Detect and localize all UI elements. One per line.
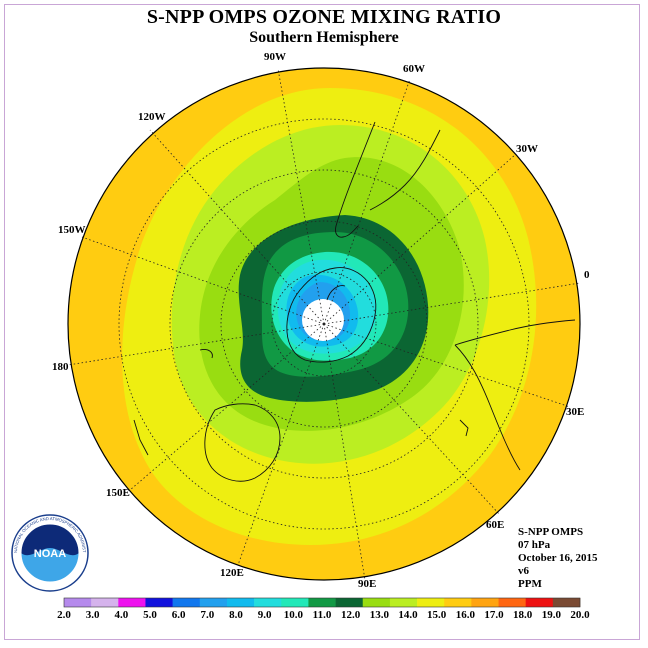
lon-label-30e: 30E	[566, 406, 584, 418]
ozone-field	[68, 68, 580, 580]
lon-label-90w: 90W	[264, 51, 286, 63]
colorbar-tick-label: 5.0	[143, 609, 157, 621]
info-level: 07 hPa	[518, 539, 551, 551]
lon-label-150e: 150E	[106, 487, 130, 499]
colorbar-swatch	[226, 598, 255, 607]
graticule	[67, 68, 581, 581]
info-units: PPM	[518, 578, 542, 590]
lon-label-60w: 60W	[403, 63, 425, 75]
lon-label-0: 0	[584, 269, 590, 281]
lon-label-60e: 60E	[486, 519, 504, 531]
colorbar-swatch	[308, 598, 336, 607]
colorbar: 2.0 3.0 4.0 5.0 6.0 7.0 8.0 9.0 10.0 11.0 12.0 13.0…	[57, 597, 590, 621]
colorbar-tick-label: 11.0	[313, 609, 332, 621]
colorbar-swatch	[281, 598, 309, 607]
colorbar-tick-label: 12.0	[341, 609, 361, 621]
colorbar-swatch	[552, 598, 581, 607]
map-subtitle: Southern Hemisphere	[249, 29, 399, 46]
info-version: v6	[518, 565, 529, 577]
map-title: S-NPP OMPS OZONE MIXING RATIO	[146, 6, 502, 28]
page-frame	[4, 4, 640, 640]
coastlines	[133, 121, 576, 482]
info-date: October 16, 2015	[518, 552, 598, 564]
colorbar-tick-label: 20.0	[570, 609, 590, 621]
colorbar-tick-label: 15.0	[427, 609, 447, 621]
colorbar-swatch	[525, 598, 554, 607]
lon-label-120w: 120W	[138, 111, 166, 123]
colorbar-swatch	[91, 598, 119, 607]
colorbar-swatch	[64, 598, 92, 607]
colorbar-swatch	[199, 598, 228, 607]
lon-label-90e: 90E	[358, 578, 376, 590]
lon-label-180: 180	[52, 361, 69, 373]
colorbar-swatch	[444, 598, 472, 607]
colorbar-tick-label: 17.0	[484, 609, 504, 621]
colorbar-tick-label: 18.0	[513, 609, 533, 621]
colorbar-tick-label: 14.0	[398, 609, 418, 621]
colorbar-swatch	[362, 598, 391, 607]
longitude-labels: 90W 60W 30W 0 30E 60E 90E 120E 150E 180 …	[52, 51, 590, 590]
colorbar-tick-label: 10.0	[284, 609, 304, 621]
colorbar-swatch	[145, 598, 173, 607]
colorbar-outline	[63, 597, 581, 608]
lon-label-120e: 120E	[220, 567, 244, 579]
colorbar-tick-label: 9.0	[258, 609, 272, 621]
colorbar-swatch	[335, 598, 364, 607]
lon-label-150w: 150W	[58, 224, 86, 236]
colorbar-swatch	[498, 598, 526, 607]
colorbar-swatch	[417, 598, 445, 607]
noaa-logo-text: NOAA	[34, 548, 66, 560]
colorbar-swatch	[471, 598, 499, 607]
colorbar-tick-label: 8.0	[229, 609, 243, 621]
colorbar-tick-label: 2.0	[57, 609, 71, 621]
colorbar-tick-label: 3.0	[86, 609, 100, 621]
colorbar-tick-label: 7.0	[200, 609, 214, 621]
colorbar-swatch	[172, 598, 201, 607]
colorbar-tick-label: 13.0	[370, 609, 390, 621]
colorbar-tick-label: 6.0	[172, 609, 186, 621]
lon-label-30w: 30W	[516, 143, 538, 155]
info-instrument: S-NPP OMPS	[518, 526, 584, 538]
colorbar-swatch	[118, 598, 146, 607]
colorbar-tick-label: 4.0	[114, 609, 128, 621]
colorbar-tick-label: 16.0	[456, 609, 476, 621]
colorbar-tick-label: 19.0	[542, 609, 562, 621]
colorbar-swatch	[389, 598, 418, 607]
colorbar-swatch	[254, 598, 282, 607]
map-border	[67, 67, 581, 581]
